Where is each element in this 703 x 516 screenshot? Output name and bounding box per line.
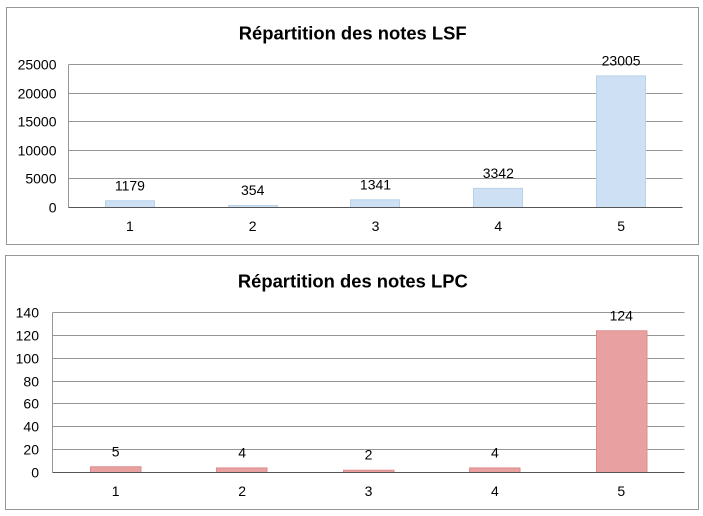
svg-text:120: 120 — [16, 327, 40, 343]
svg-text:5: 5 — [617, 218, 625, 234]
svg-text:2: 2 — [249, 218, 257, 234]
svg-text:10000: 10000 — [18, 142, 57, 158]
svg-text:124: 124 — [610, 307, 634, 323]
svg-text:20: 20 — [23, 441, 39, 457]
svg-text:0: 0 — [49, 199, 57, 215]
svg-text:5: 5 — [617, 483, 625, 499]
svg-text:4: 4 — [491, 444, 499, 460]
svg-text:1: 1 — [126, 218, 134, 234]
svg-text:3: 3 — [365, 483, 373, 499]
svg-text:1341: 1341 — [360, 176, 391, 192]
svg-text:25000: 25000 — [18, 56, 57, 72]
svg-text:60: 60 — [23, 395, 39, 411]
svg-text:15000: 15000 — [18, 113, 57, 129]
svg-text:Répartition des notes LSF: Répartition des notes LSF — [239, 23, 467, 44]
svg-text:354: 354 — [241, 182, 265, 198]
svg-text:23005: 23005 — [602, 52, 641, 68]
svg-text:20000: 20000 — [18, 85, 57, 101]
svg-text:4: 4 — [494, 218, 502, 234]
svg-text:40: 40 — [23, 418, 39, 434]
svg-text:3: 3 — [372, 218, 380, 234]
svg-text:5: 5 — [112, 443, 120, 459]
svg-text:80: 80 — [23, 373, 39, 389]
svg-text:4: 4 — [238, 444, 246, 460]
svg-text:140: 140 — [16, 304, 40, 320]
svg-text:0: 0 — [31, 464, 39, 480]
svg-text:2: 2 — [238, 483, 246, 499]
svg-text:2: 2 — [365, 447, 373, 463]
svg-text:100: 100 — [16, 350, 40, 366]
svg-text:1: 1 — [112, 483, 120, 499]
svg-text:1179: 1179 — [115, 177, 145, 193]
svg-text:Répartition des notes LPC: Répartition des notes LPC — [238, 270, 468, 291]
svg-text:5000: 5000 — [25, 170, 56, 186]
svg-text:4: 4 — [491, 483, 499, 499]
svg-text:3342: 3342 — [483, 165, 514, 181]
